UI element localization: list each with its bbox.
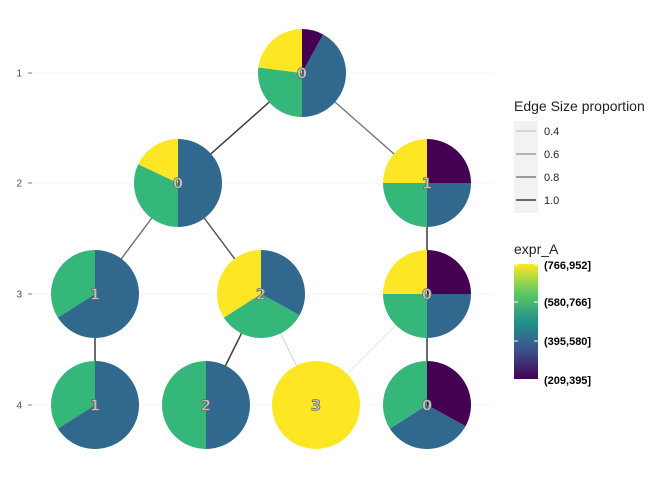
y-tick-label-1: 1 bbox=[16, 69, 22, 80]
pie-slice bbox=[57, 250, 139, 338]
pie-slice bbox=[383, 139, 427, 183]
node-label: 1 bbox=[90, 286, 100, 304]
pie-slice bbox=[261, 250, 305, 316]
node-row2-cluster1: 1 bbox=[383, 139, 471, 227]
legend-edge-title: Edge Size proportion bbox=[514, 98, 645, 114]
pie-slice bbox=[57, 361, 139, 450]
pie-slice bbox=[206, 361, 250, 449]
node-row1-cluster0: 0 bbox=[258, 29, 347, 117]
legend-color-bar bbox=[514, 264, 538, 379]
gridlines bbox=[32, 72, 493, 406]
legend-color-label: (395,580] bbox=[544, 336, 591, 348]
legend-color-title: expr_A bbox=[514, 241, 559, 257]
node-label: 0 bbox=[422, 397, 432, 415]
pie-slice bbox=[302, 34, 347, 117]
pie-slice bbox=[178, 139, 222, 227]
legend-edge-size: Edge Size proportion 0.4 0.6 0.8 1.0 bbox=[514, 98, 645, 213]
legend-edge-label-1.0: 1.0 bbox=[544, 195, 559, 207]
pie-slice bbox=[138, 139, 178, 183]
node-label: 1 bbox=[90, 397, 100, 415]
legend-edge-key-background bbox=[514, 121, 538, 213]
pie-slice bbox=[427, 294, 471, 338]
pie-slice bbox=[383, 183, 427, 227]
legend-edge-label-0.6: 0.6 bbox=[544, 149, 559, 161]
node-label: 2 bbox=[201, 397, 211, 415]
y-tick-label-4: 4 bbox=[16, 401, 22, 412]
pie-slice bbox=[223, 294, 300, 338]
legend-edge-label-0.8: 0.8 bbox=[544, 172, 559, 184]
nodes: 0 0 1 1 2 0 1 2 3 0 bbox=[51, 29, 471, 450]
node-row4-cluster0: 0 bbox=[383, 361, 471, 450]
pie-slice bbox=[383, 361, 427, 429]
node-label: 0 bbox=[422, 286, 432, 304]
pie-slice bbox=[427, 139, 471, 183]
pie-slice bbox=[383, 250, 427, 294]
node-label: 0 bbox=[173, 175, 183, 193]
node-row3-cluster2: 2 bbox=[217, 250, 305, 338]
pie-slice bbox=[427, 361, 471, 427]
node-label: 3 bbox=[311, 397, 321, 415]
pie-slice bbox=[51, 250, 95, 318]
node-label: 0 bbox=[297, 65, 307, 83]
pie-slice bbox=[258, 29, 302, 73]
pie-slice bbox=[258, 67, 302, 117]
pie-slice bbox=[427, 250, 471, 294]
pie-slice bbox=[134, 164, 178, 227]
legend-expr-a: expr_A (766,952] (580,766] (395,580] (209,3… bbox=[514, 241, 591, 387]
node-row4-cluster2: 2 bbox=[162, 361, 250, 449]
pie-slice bbox=[427, 183, 471, 227]
pie-slice bbox=[389, 405, 466, 450]
y-tick-label-3: 3 bbox=[16, 290, 22, 301]
node-row4-cluster1: 1 bbox=[51, 361, 139, 450]
pie-slice bbox=[302, 29, 324, 73]
node-label: 2 bbox=[256, 286, 266, 304]
node-row2-cluster0: 0 bbox=[134, 139, 222, 227]
pie-slice bbox=[217, 250, 261, 318]
y-tick-label-2: 2 bbox=[16, 179, 22, 190]
legend-color-label: (766,952] bbox=[544, 260, 591, 272]
pie-slice bbox=[51, 361, 95, 429]
pie-slice bbox=[272, 361, 360, 449]
node-row4-cluster3: 3 bbox=[272, 361, 360, 449]
edges bbox=[94, 72, 428, 406]
pie-slice bbox=[162, 361, 206, 449]
node-row3-cluster1: 1 bbox=[51, 250, 139, 338]
pie-slice bbox=[383, 294, 427, 338]
legend-edge-label-0.4: 0.4 bbox=[544, 126, 559, 138]
legend-color-label: (580,766] bbox=[544, 297, 591, 309]
legend-color-label: (209,395] bbox=[544, 375, 591, 387]
y-axis: 1 2 3 4 bbox=[16, 69, 32, 412]
node-row3-cluster0: 0 bbox=[383, 250, 471, 338]
node-label: 1 bbox=[422, 175, 432, 193]
